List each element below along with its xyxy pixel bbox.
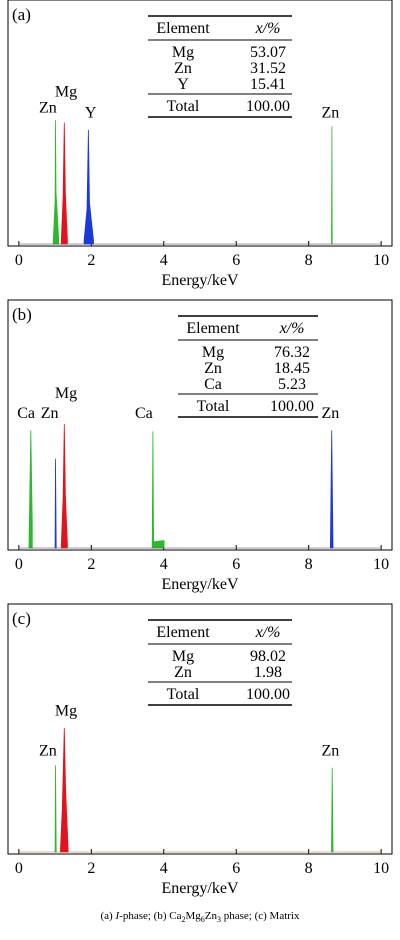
plot-frame [7,0,393,247]
x-axis-title: Energy/keV [161,576,238,593]
x-tick-label: 6 [232,556,240,573]
series-0 [18,119,382,245]
series-0 [18,765,382,853]
x-tick-label: 4 [160,860,168,877]
peak-label: Zn [322,405,340,422]
x-tick-label: 10 [373,860,389,877]
spectrum-peak [54,765,57,853]
table-cell-element: Zn [174,60,192,77]
table-cell-value: 53.07 [250,44,286,61]
x-tick-label: 8 [305,860,313,877]
table-cell-element: Ca [204,376,222,393]
x-tick-label: 0 [15,860,23,877]
table-cell-element: Zn [174,664,192,681]
x-tick-label: 2 [87,556,95,573]
table-cell-value: 98.02 [250,648,286,665]
table-total-value: 100.00 [270,398,314,415]
panel-label: (c) [12,609,31,628]
table-cell-element: Zn [204,360,222,377]
series-1 [18,122,382,245]
series-2 [18,430,382,549]
composition-table: Element x/% Mg 76.32 Zn 18.45 Ca 5.23 Total 100.0… [178,315,318,418]
table-header-value: x/% [255,624,281,641]
x-tick-label: 6 [232,860,240,877]
peak-label: Ca [135,405,153,422]
peak-label: Mg [55,385,77,402]
series-0 [18,430,382,549]
composition-table: Element x/% Mg 98.02 Zn 1.98 Total 100.00 [148,619,292,706]
peak-label: Y [85,105,97,122]
table-cell-value: 18.45 [274,360,310,377]
peak-label: Zn [322,742,340,759]
plot-frame [7,603,393,855]
plot-frame [7,299,393,551]
table-total-label: Total [167,686,200,703]
table-header-element: Element [156,624,210,641]
composition-table: Element x/% Mg 53.07 Zn 31.52 Y 15.41 Total 100.0… [148,15,292,118]
spectrum-peak [331,126,333,245]
x-tick-label: 10 [373,556,389,573]
table-cell-value: 1.98 [254,664,282,681]
x-tick-label: 0 [15,252,23,269]
spectrum-peak [52,119,60,245]
spectrum-peak [60,423,68,549]
table-header-value: x/% [279,320,305,337]
peak-label: Zn [322,105,340,122]
peak-label: Ca [17,405,35,422]
spectrum-peak [60,727,69,853]
x-axis-title: Energy/keV [161,880,238,897]
spectrum-peak [28,430,33,549]
x-axis-title: Energy/keV [161,272,238,289]
table-header-element: Element [186,320,240,337]
table-cell-element: Mg [172,648,194,665]
spectrum-peak [60,122,68,245]
table-cell-element: Y [177,76,189,93]
table-cell-value: 5.23 [278,376,306,393]
table-header-element: Element [156,20,210,37]
panel-label: (a) [12,5,31,24]
table-total-label: Total [197,398,230,415]
figure-caption: (a) I-phase; (b) Ca2Mg6Zn3 phase; (c) Ma… [100,910,300,925]
spectrum-peak [151,431,165,549]
table-cell-value: 76.32 [274,344,310,361]
table-cell-value: 15.41 [250,76,286,93]
spectrum-peak [330,430,334,549]
x-tick-label: 2 [87,860,95,877]
spectrum-peak [331,767,334,853]
x-tick-label: 4 [160,252,168,269]
x-tick-label: 6 [232,252,240,269]
table-cell-value: 31.52 [250,60,286,77]
spectrum-peak [54,458,57,549]
peak-label: Zn [41,405,59,422]
x-tick-label: 0 [15,556,23,573]
peak-label: Zn [39,100,57,117]
table-total-value: 100.00 [246,98,290,115]
series-1 [18,727,382,853]
table-cell-element: Mg [202,344,224,361]
peak-label: Mg [55,83,77,100]
panel-label: (b) [12,305,32,324]
spectrum-peak [83,129,94,245]
table-total-label: Total [167,98,200,115]
x-tick-label: 10 [373,252,389,269]
table-header-value: x/% [255,20,281,37]
series-1 [18,423,382,549]
table-total-value: 100.00 [246,686,290,703]
peak-label: Zn [39,742,57,759]
x-tick-label: 4 [160,556,168,573]
series-2 [18,129,382,245]
x-tick-label: 2 [87,252,95,269]
peak-label: Mg [55,703,77,720]
x-tick-label: 8 [305,252,313,269]
x-tick-label: 8 [305,556,313,573]
table-cell-element: Mg [172,44,194,61]
